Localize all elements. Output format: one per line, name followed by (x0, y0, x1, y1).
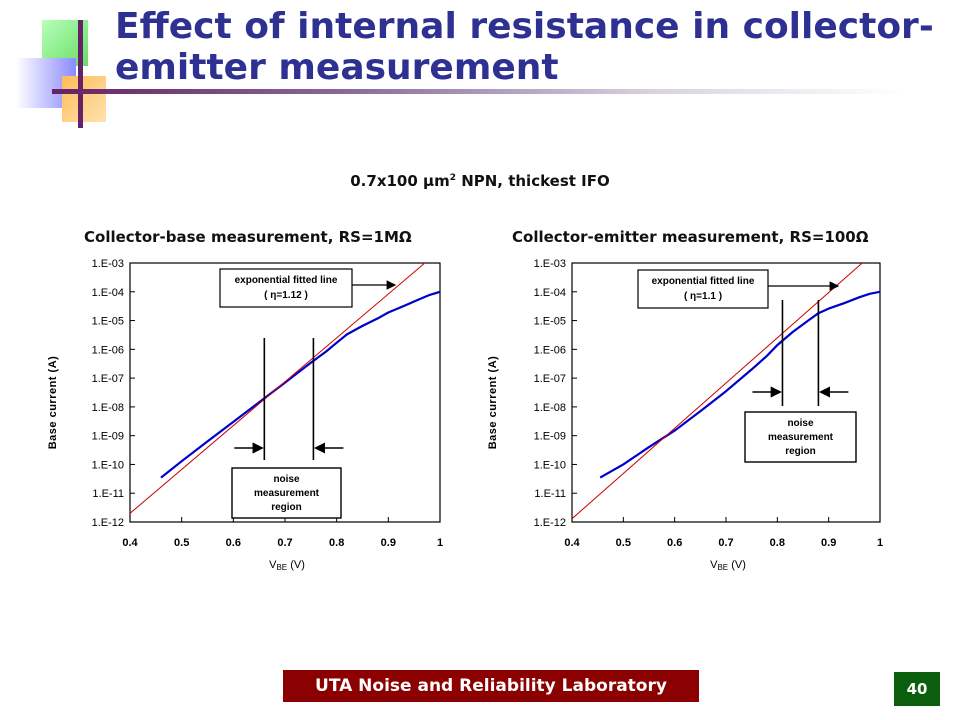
noise-region-text: noise (787, 418, 814, 429)
series-measured-line (160, 290, 440, 479)
fit-annotation-box (637, 269, 769, 309)
noise-region-text: measurement (254, 488, 320, 499)
y-tick-label: 1.E-04 (534, 287, 566, 299)
y-tick-label: 1.E-07 (92, 373, 124, 385)
y-tick-label: 1.E-05 (534, 316, 566, 328)
series-fit-line (572, 263, 863, 520)
y-tick-label: 1.E-05 (92, 316, 124, 328)
series-fit-line (130, 263, 426, 514)
x-tick-label: 0.7 (718, 537, 733, 549)
y-axis-label: Base current (A) (487, 356, 499, 450)
x-tick-label: 0.5 (174, 537, 189, 549)
y-tick-label: 1.E-11 (92, 488, 124, 500)
y-tick-label: 1.E-10 (534, 459, 566, 471)
y-tick-label: 1.E-04 (92, 287, 124, 299)
chart-collector-emitter: 1.E-12 1.E-11 1.E-10 1.E-09 1.E-08 1.E-07 1.E-… (487, 258, 883, 572)
y-tick-label: 1.E-08 (534, 402, 566, 414)
fit-annotation-text: ( η=1.1 ) (684, 291, 722, 302)
fit-annotation-text: exponential fitted line (652, 276, 755, 287)
y-tick-label: 1.E-03 (534, 258, 566, 270)
x-tick-label: 0.7 (277, 537, 292, 549)
x-tick-label: 0.4 (122, 537, 138, 549)
page-number: 40 (894, 672, 940, 706)
y-tick-label: 1.E-09 (92, 431, 124, 443)
noise-region-text: noise (273, 474, 300, 485)
x-tick-label: 0.6 (667, 537, 682, 549)
x-axis-label: VBE (V) (710, 559, 746, 572)
chart-collector-base: 1.E-12 1.E-11 1.E-10 1.E-09 1.E-08 1.E-07 1.E-… (47, 258, 443, 572)
x-tick-label: 1 (437, 537, 443, 549)
noise-region-box (231, 467, 342, 519)
fit-annotation-text: exponential fitted line (235, 275, 338, 286)
x-tick-label: 0.8 (329, 537, 344, 549)
chart-title-right: Collector-emitter measurement, RS=100Ω (512, 228, 869, 246)
x-tick-label: 0.5 (616, 537, 631, 549)
x-tick-label: 0.9 (381, 537, 396, 549)
y-tick-label: 1.E-09 (534, 431, 566, 443)
chart-title-left: Collector-base measurement, RS=1MΩ (84, 228, 412, 246)
y-tick-label: 1.E-06 (92, 344, 124, 356)
footer-lab-name: UTA Noise and Reliability Laboratory (283, 670, 699, 702)
y-tick-label: 1.E-11 (534, 488, 566, 500)
fit-annotation-box (219, 268, 353, 308)
y-tick-label: 1.E-12 (92, 517, 124, 529)
decor-vertical-bar (78, 20, 83, 128)
x-tick-label: 0.8 (770, 537, 785, 549)
decor-horizontal-bar (52, 89, 902, 94)
slide-subtitle: 0.7x100 μm2 NPN, thickest IFO (350, 172, 610, 190)
y-tick-label: 1.E-08 (92, 402, 124, 414)
noise-region-box (744, 411, 857, 463)
y-axis-label: Base current (A) (47, 356, 59, 450)
x-axis-label: VBE (V) (269, 559, 305, 572)
x-tick-label: 0.4 (564, 537, 580, 549)
noise-region-text: region (785, 446, 816, 457)
y-tick-label: 1.E-07 (534, 373, 566, 385)
y-tick-label: 1.E-10 (92, 459, 124, 471)
y-tick-label: 1.E-06 (534, 344, 566, 356)
decor-square-orange (62, 76, 106, 122)
noise-region-text: region (271, 502, 302, 513)
x-tick-label: 0.9 (821, 537, 836, 549)
noise-region-text: measurement (768, 432, 834, 443)
x-tick-label: 0.6 (226, 537, 241, 549)
y-tick-label: 1.E-12 (534, 517, 566, 529)
slide-title: Effect of internal resistance in collect… (115, 6, 934, 88)
y-tick-label: 1.E-03 (92, 258, 124, 270)
x-tick-label: 1 (877, 537, 883, 549)
fit-annotation-text: ( η=1.12 ) (264, 290, 308, 301)
